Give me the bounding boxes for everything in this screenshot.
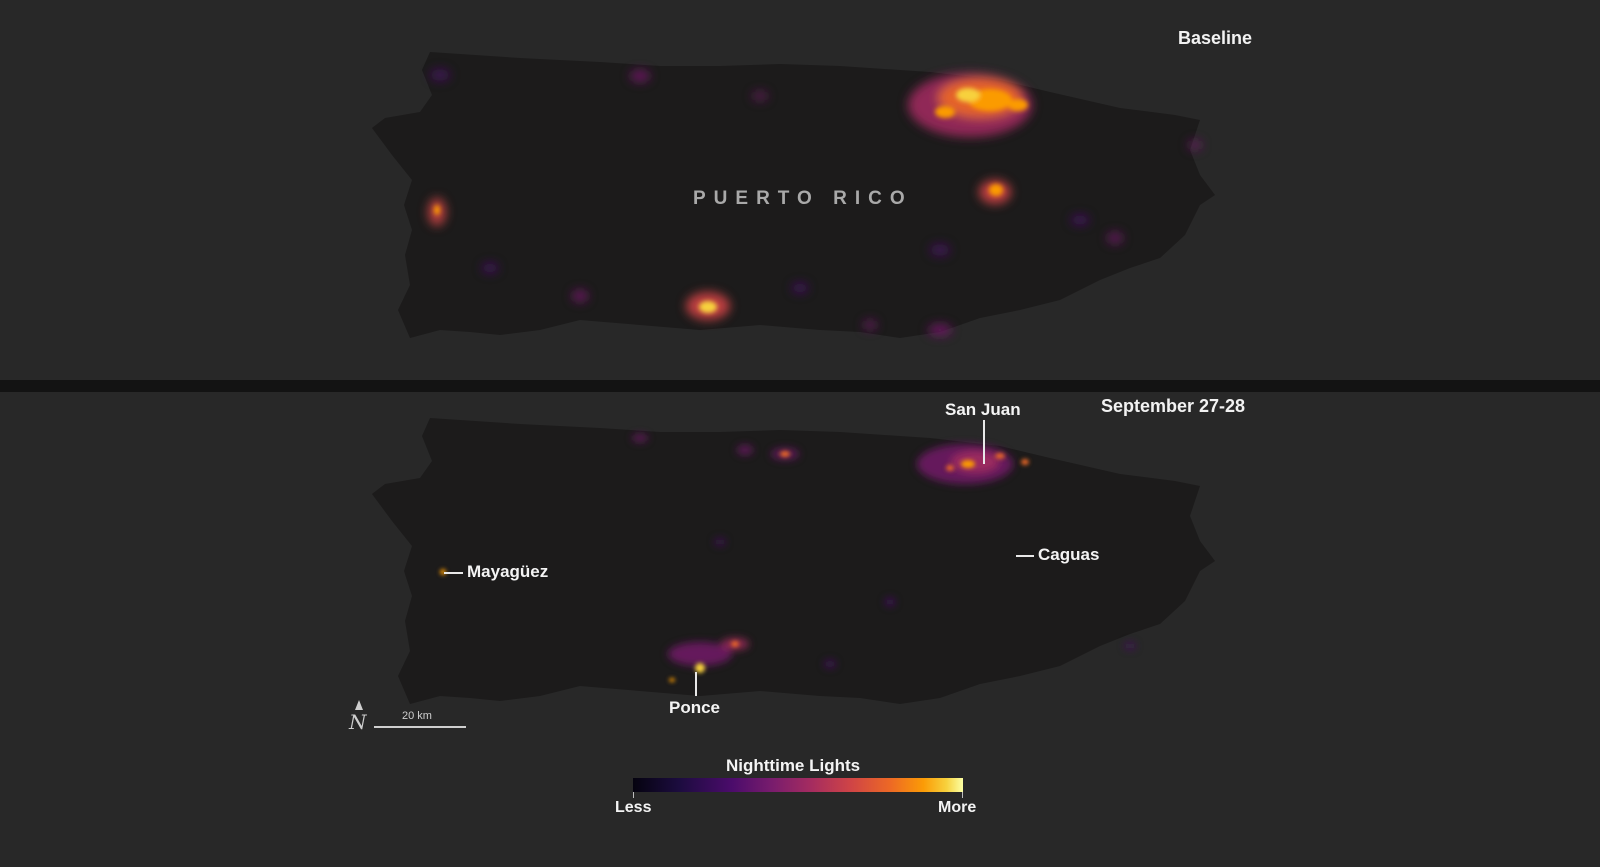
north-arrow-icon (355, 700, 363, 710)
north-letter: N (349, 710, 367, 734)
legend-title: Nighttime Lights (726, 756, 861, 775)
leader-line-caguas (1016, 555, 1034, 557)
scale-bar: 20 km (374, 710, 468, 730)
legend-tick-high (962, 792, 963, 798)
city-label-ponce: Ponce (669, 698, 721, 717)
post-storm-lights-core (440, 451, 1029, 682)
baseline-map (372, 52, 1215, 338)
scale-bar-line (374, 726, 466, 728)
island-name-label: PUERTO RICO (693, 188, 913, 209)
post-storm-map (372, 418, 1215, 704)
leader-line-ponce (695, 672, 697, 696)
puerto-rico-island (372, 418, 1215, 704)
north-arrow: N (347, 700, 373, 736)
baseline-lights-core (434, 88, 1028, 313)
post-storm-label: September 27-28 (1101, 396, 1246, 416)
legend-high-label: More (938, 799, 977, 816)
legend-low-label: Less (615, 799, 652, 816)
leader-line-san-juan (983, 420, 985, 464)
panel-divider (0, 380, 1600, 392)
city-label-san-juan: San Juan (945, 400, 1021, 419)
baseline-panel: Baseline PUERTO RICO (0, 0, 1600, 380)
city-label-mayaguez: Mayagüez (467, 562, 549, 581)
leader-line-mayaguez (444, 572, 463, 574)
legend-color-ramp (633, 778, 963, 792)
scale-bar-label: 20 km (402, 710, 432, 722)
baseline-label: Baseline (1178, 28, 1253, 48)
legend-tick-low (633, 792, 634, 798)
city-label-caguas: Caguas (1038, 545, 1100, 564)
post-storm-panel: September 27-28 San Juan Caguas Mayagüez… (0, 392, 1600, 867)
